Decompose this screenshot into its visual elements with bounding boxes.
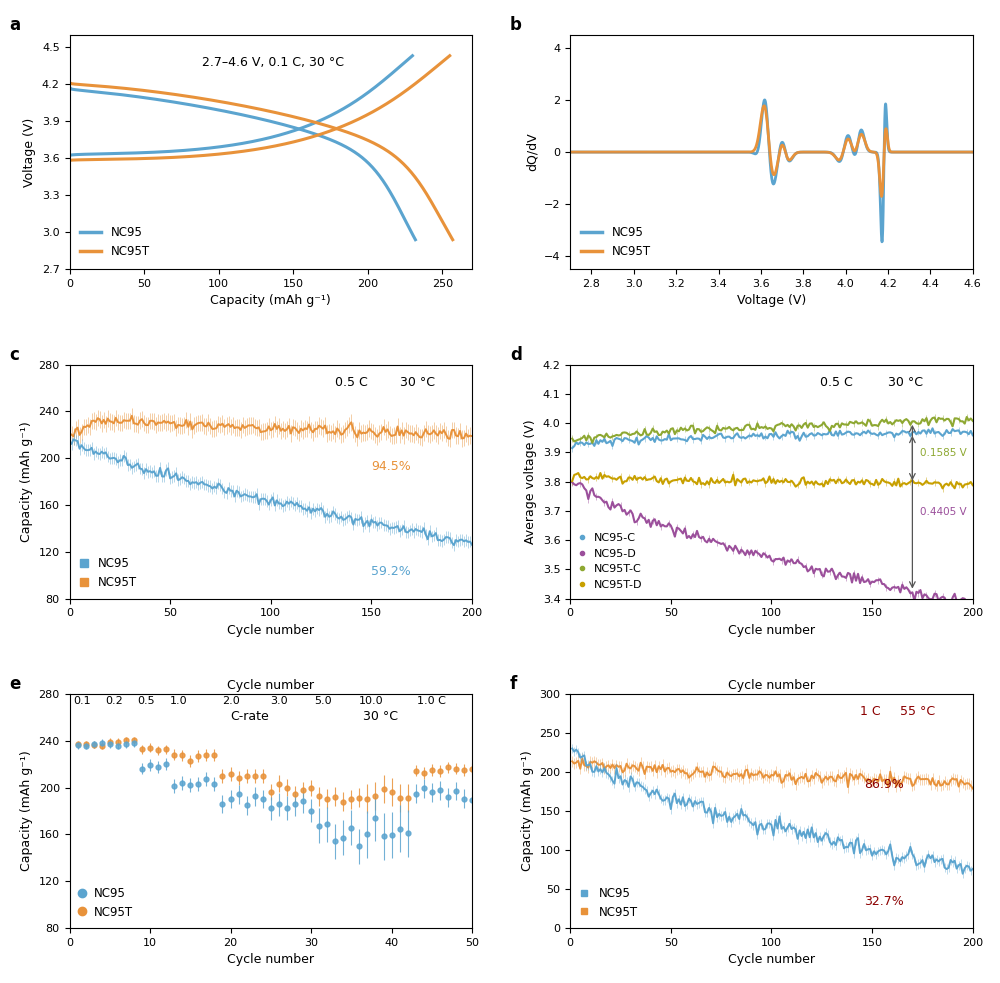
Text: 0.2: 0.2 [105,696,123,706]
NC95T-D [643,474,655,486]
Text: 0.1585 V: 0.1585 V [920,447,967,458]
NC95T-D [566,475,578,487]
NC95-C [967,430,979,441]
Text: d: d [510,346,522,364]
NC95-C [927,423,939,434]
Text: b: b [510,17,522,34]
Line: NC95T-D: NC95T-D [572,473,973,489]
NC95-C [641,431,653,442]
Text: 55 °C: 55 °C [900,705,935,719]
Text: a: a [9,17,20,34]
NC95T-D [967,480,979,492]
Text: 0.5: 0.5 [137,696,155,706]
Y-axis label: Capacity (mAh g⁻¹): Capacity (mAh g⁻¹) [521,751,534,872]
Text: 1.0: 1.0 [169,696,187,706]
NC95T-C [582,430,594,441]
X-axis label: Cycle number: Cycle number [227,954,314,966]
NC95T-D [935,479,947,491]
Text: 86.9%: 86.9% [864,778,904,790]
NC95T-C [949,413,961,425]
Text: 0.1: 0.1 [73,696,90,706]
Legend: NC95, NC95T: NC95, NC95T [75,553,141,593]
NC95T-C [643,430,655,441]
Line: NC95-C: NC95-C [572,429,973,448]
Text: 5.0: 5.0 [314,696,332,706]
Legend: NC95, NC95T: NC95, NC95T [576,883,641,922]
Text: 32.7%: 32.7% [864,895,904,907]
Y-axis label: dQ/dV: dQ/dV [525,133,538,171]
NC95-D [947,592,959,604]
Legend: NC95, NC95T: NC95, NC95T [75,883,137,922]
Text: 94.5%: 94.5% [371,460,411,473]
NC95-C [582,438,594,450]
Text: 30 °C: 30 °C [363,710,398,723]
NC95T-D [937,483,949,494]
NC95T-C [586,436,598,448]
NC95-D [641,517,653,529]
Text: 1 C: 1 C [860,705,881,719]
Title: Cycle number: Cycle number [728,678,815,692]
NC95T-C [961,411,973,423]
NC95-D [967,597,979,608]
NC95-C [673,433,685,444]
X-axis label: Cycle number: Cycle number [728,954,815,966]
Text: 0.5 C: 0.5 C [820,376,853,388]
Title: Cycle number: Cycle number [227,678,314,692]
Text: 59.2%: 59.2% [371,565,411,578]
Text: e: e [9,675,20,693]
NC95T-D [582,474,594,486]
NC95-D [566,477,578,489]
NC95T-C [935,413,947,425]
Y-axis label: Capacity (mAh g⁻¹): Capacity (mAh g⁻¹) [20,421,33,542]
Text: 1.0 C: 1.0 C [417,696,446,706]
Line: NC95-D: NC95-D [572,483,973,607]
Y-axis label: Average voltage (V): Average voltage (V) [524,420,537,544]
NC95T-D [675,473,687,485]
NC95T-C [566,433,578,444]
NC95T-C [675,422,687,434]
Text: 30 °C: 30 °C [888,376,923,388]
Legend: NC95, NC95T: NC95, NC95T [75,222,155,263]
X-axis label: Capacity (mAh g⁻¹): Capacity (mAh g⁻¹) [210,294,331,308]
Text: 3.0: 3.0 [270,696,288,706]
Text: 0.5 C: 0.5 C [335,376,368,388]
NC95T-D [590,471,602,483]
NC95-D [953,602,965,613]
Y-axis label: Capacity (mAh g⁻¹): Capacity (mAh g⁻¹) [20,751,33,872]
NC95-C [590,434,602,446]
Line: NC95T-C: NC95T-C [572,417,973,442]
NC95-D [673,523,685,535]
Text: f: f [510,675,517,693]
Legend: NC95, NC95T: NC95, NC95T [576,222,655,263]
X-axis label: Cycle number: Cycle number [728,624,815,637]
NC95T-D [951,476,963,488]
Text: C-rate: C-rate [231,710,269,723]
NC95T-D [594,467,606,479]
Text: 30 °C: 30 °C [400,376,435,388]
Text: 2.7–4.6 V, 0.1 C, 30 °C: 2.7–4.6 V, 0.1 C, 30 °C [202,55,344,69]
X-axis label: Voltage (V): Voltage (V) [737,294,806,308]
NC95T-C [967,415,979,427]
NC95T-C [592,430,604,441]
Legend: NC95-C, NC95-D, NC95T-C, NC95T-D: NC95-C, NC95-D, NC95T-C, NC95T-D [576,530,645,593]
NC95-D [933,595,945,607]
NC95-C [949,426,961,437]
Text: c: c [9,346,19,364]
Text: 2.0: 2.0 [222,696,239,706]
X-axis label: Cycle number: Cycle number [227,624,314,637]
Text: 0.4405 V: 0.4405 V [920,507,967,517]
Y-axis label: Voltage (V): Voltage (V) [23,117,36,187]
NC95-C [935,428,947,439]
Text: 10.0: 10.0 [359,696,384,706]
NC95-D [582,493,594,505]
NC95-D [590,491,602,502]
NC95-C [566,442,578,454]
